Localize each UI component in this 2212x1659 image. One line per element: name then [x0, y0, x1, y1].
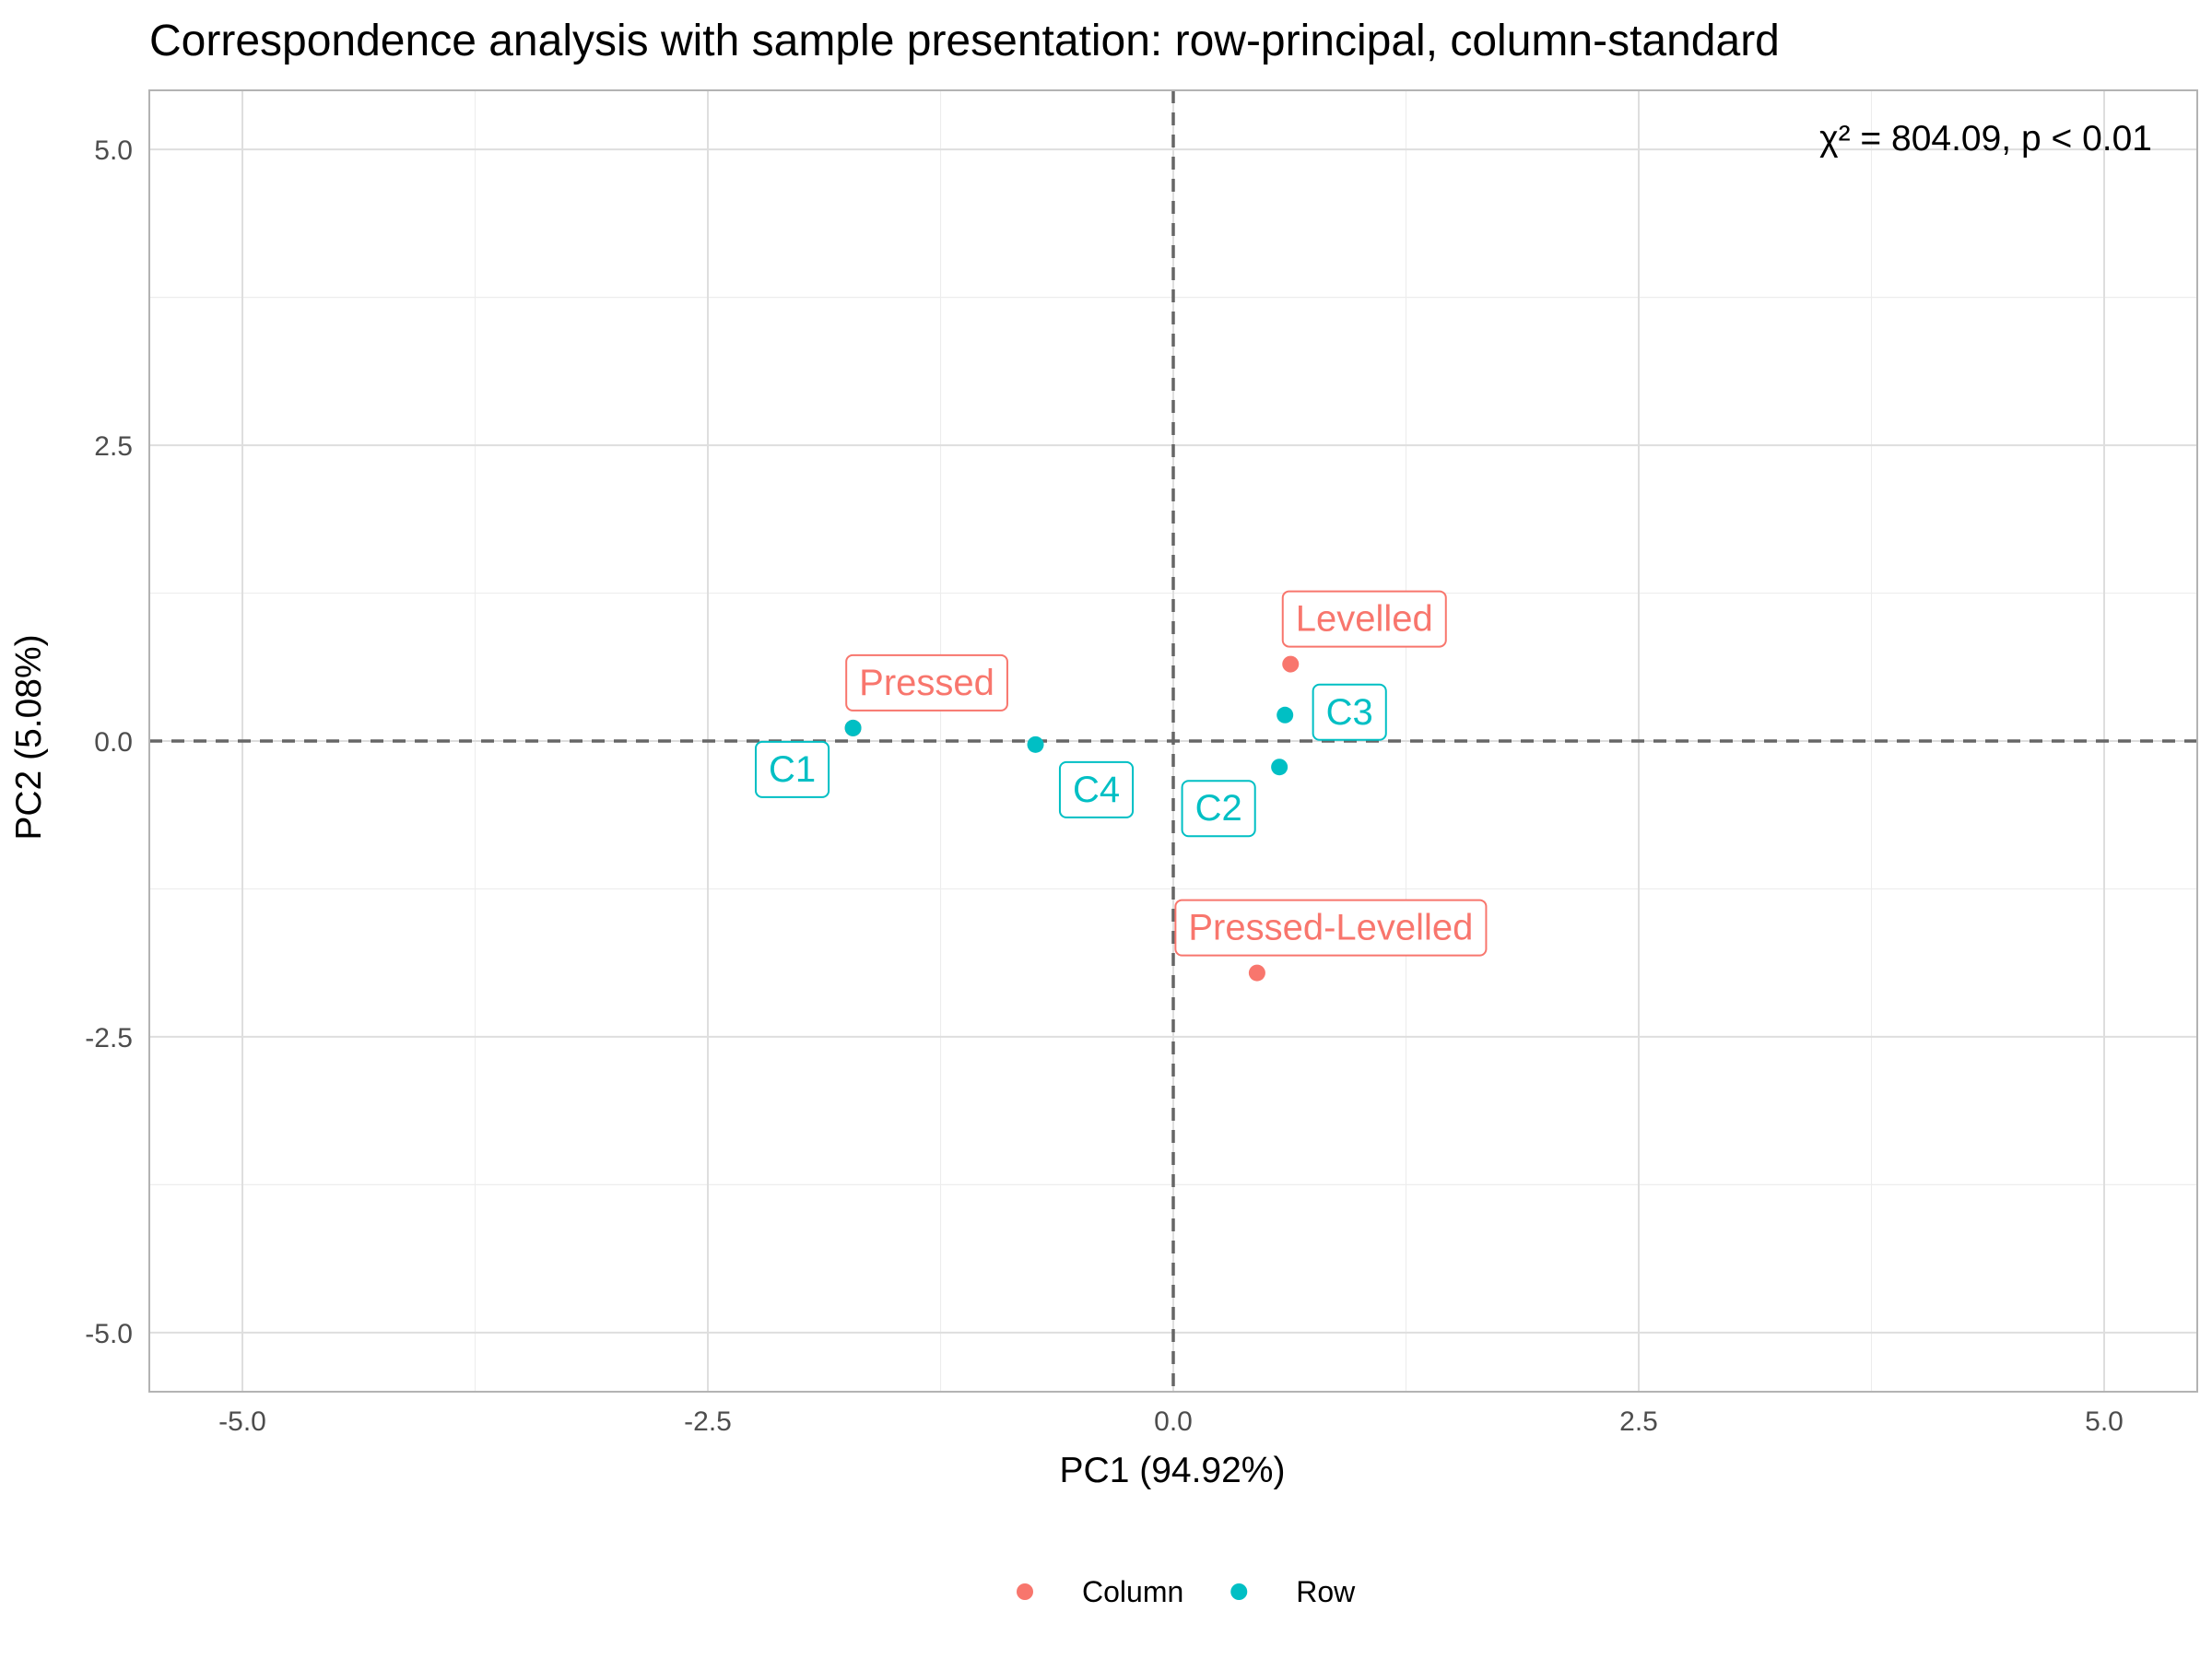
label-c1: C1	[754, 740, 830, 798]
point-levelled	[1282, 655, 1300, 673]
label-c4: C4	[1058, 760, 1135, 818]
x-tick-label: 5.0	[2085, 1406, 2124, 1437]
chi-square-annotation: χ² = 804.09, p < 0.01	[1819, 119, 2152, 159]
svg-text:Pressed: Pressed	[859, 663, 994, 703]
reference-lines	[149, 90, 2197, 1392]
point-c4	[1027, 735, 1044, 753]
legend: Column Row	[1017, 1575, 1356, 1608]
label-pressed-levelled: Pressed-Levelled	[1174, 899, 1488, 957]
chart-title: Correspondence analysis with sample pres…	[149, 17, 1780, 65]
legend-label-column: Column	[1082, 1575, 1183, 1608]
y-tick-label: 0.0	[94, 727, 133, 758]
y-tick-label: -2.5	[85, 1023, 133, 1053]
x-tick-label: 0.0	[1154, 1406, 1193, 1437]
axis-ticks: -5.0 -2.5 0.0 2.5 5.0 -5.0 -2.5 0.0 2.5 5.0	[85, 135, 2124, 1437]
y-tick-label: 2.5	[94, 431, 133, 462]
y-tick-label: -5.0	[85, 1319, 133, 1349]
point-pressed-levelled	[1248, 964, 1265, 982]
point-c3	[1277, 706, 1294, 724]
svg-text:Pressed-Levelled: Pressed-Levelled	[1188, 908, 1473, 948]
x-tick-label: -5.0	[218, 1406, 266, 1437]
svg-text:C4: C4	[1073, 770, 1120, 810]
data-points	[844, 655, 1300, 982]
x-tick-label: 2.5	[1619, 1406, 1658, 1437]
label-c2: C2	[1181, 780, 1256, 838]
x-tick-label: -2.5	[684, 1406, 732, 1437]
legend-key-column	[1017, 1583, 1033, 1600]
y-tick-label: 5.0	[94, 135, 133, 166]
panel-border	[148, 89, 2198, 1393]
x-axis-title: PC1 (94.92%)	[1060, 1451, 1286, 1490]
label-c3: C3	[1312, 683, 1387, 741]
point-c1	[844, 719, 862, 736]
svg-text:C1: C1	[769, 749, 816, 790]
legend-key-row	[1230, 1583, 1248, 1600]
svg-text:Levelled: Levelled	[1296, 599, 1433, 640]
legend-label-row: Row	[1296, 1575, 1356, 1608]
label-pressed: Pressed	[845, 653, 1008, 712]
label-levelled: Levelled	[1281, 590, 1447, 648]
point-labels: Pressed Levelled Pressed-Levelled C1 C4 C2 C3	[754, 590, 1488, 957]
svg-text:C2: C2	[1195, 788, 1242, 829]
y-axis-title: PC2 (5.08%)	[9, 634, 49, 840]
point-c2	[1271, 759, 1288, 776]
svg-text:C3: C3	[1326, 692, 1373, 733]
